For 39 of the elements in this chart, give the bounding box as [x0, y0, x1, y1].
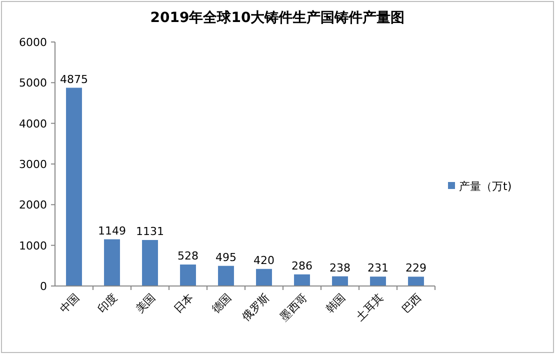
y-tick-label: 2000 — [19, 198, 47, 212]
data-label: 420 — [254, 254, 274, 267]
legend-label: 产量（万t) — [459, 180, 512, 193]
x-tick-label: 墨西哥 — [278, 290, 310, 324]
y-tick-label: 5000 — [19, 76, 47, 90]
x-tick-label: 巴西 — [399, 290, 424, 316]
data-label: 528 — [178, 250, 198, 263]
data-label: 229 — [406, 262, 426, 275]
x-tick-label: 日本 — [171, 290, 196, 316]
data-label: 238 — [330, 261, 350, 274]
data-label: 1131 — [136, 225, 164, 238]
data-label: 1149 — [98, 224, 126, 238]
y-tick-label: 4000 — [19, 117, 47, 130]
bar — [294, 274, 310, 286]
x-tick-label: 俄罗斯 — [240, 290, 272, 324]
y-tick-label: 3000 — [19, 158, 47, 171]
data-label: 4875 — [60, 72, 88, 86]
bar — [256, 268, 272, 286]
bar — [66, 88, 82, 286]
x-tick-label: 印度 — [95, 290, 120, 316]
y-tick-label: 1000 — [19, 239, 47, 252]
bar — [370, 276, 386, 286]
data-label: 231 — [368, 262, 388, 275]
data-label: 495 — [216, 250, 236, 264]
chart-title: 2019年全球10大铸件生产国铸件产量图 — [150, 9, 405, 26]
x-tick-label: 土耳其 — [354, 290, 386, 324]
bar — [142, 240, 158, 286]
x-tick-label: 美国 — [133, 290, 158, 316]
y-tick-label: 0 — [40, 280, 47, 293]
y-tick-label: 6000 — [19, 36, 47, 49]
x-tick-label: 中国 — [57, 290, 82, 316]
bar — [332, 276, 348, 286]
x-tick-label: 韩国 — [323, 290, 348, 316]
bar — [104, 239, 120, 286]
bar — [408, 276, 424, 286]
bar — [180, 264, 196, 286]
x-tick-label: 德国 — [209, 290, 234, 316]
data-label: 286 — [292, 259, 312, 272]
bar — [218, 266, 234, 286]
